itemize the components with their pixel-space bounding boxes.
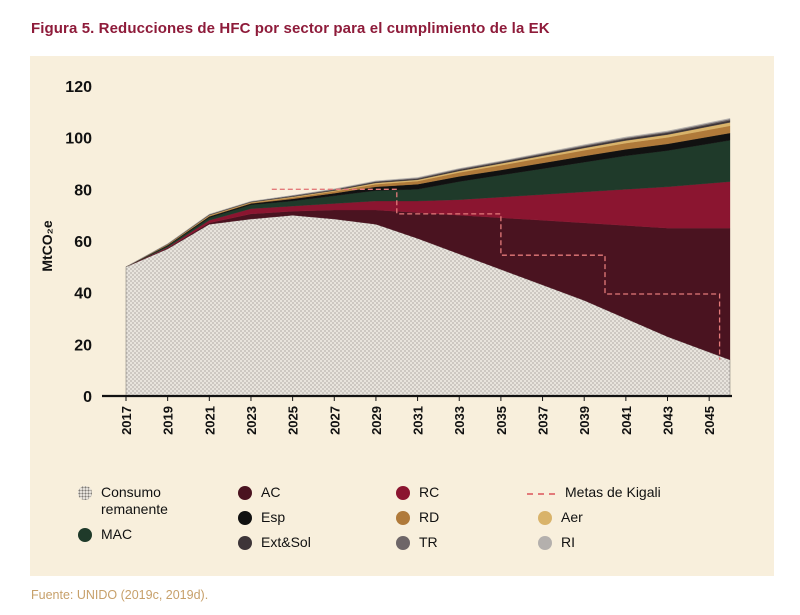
kigali-targets-line (271, 188, 721, 360)
legend-item-ri: RI (538, 534, 575, 551)
legend-swatch (78, 486, 92, 500)
legend-item-aer: Aer (538, 509, 583, 526)
x-tick-label: 2037 (536, 406, 551, 435)
y-axis-label: MtCO₂e (39, 220, 55, 272)
legend-label: RD (419, 509, 440, 525)
area-ri (125, 118, 731, 267)
y-tick-label: 80 (74, 182, 92, 199)
y-tick-label: 100 (65, 131, 92, 148)
legend-swatch (238, 486, 252, 500)
y-tick-label: 40 (74, 286, 92, 303)
legend-swatch (396, 536, 410, 550)
x-tick-label: 2021 (202, 406, 217, 435)
legend-item-tr: TR (396, 534, 438, 551)
legend-label: MAC (101, 526, 133, 542)
x-tick-label: 2025 (286, 406, 301, 435)
legend-swatch (238, 536, 252, 550)
x-tick-label: 2029 (369, 406, 384, 435)
axes: 0 20 40 60 80 100 120 2017 2019 2021 2023 2025 2027 2… (39, 79, 732, 435)
legend-label: TR (419, 534, 438, 550)
chart-svg: 0 20 40 60 80 100 120 2017 2019 2021 2023 2025 2027 2… (39, 79, 732, 435)
legend-swatch (527, 493, 555, 495)
legend-item-ext-sol: Ext&Sol (238, 534, 311, 551)
legend-swatch (538, 511, 552, 525)
x-tick-label: 2023 (244, 406, 259, 435)
legend-label: AC (261, 484, 281, 500)
kigali-targets-layer (271, 188, 721, 360)
legend-item-rc: RC (396, 484, 439, 501)
legend-item-metas-de-kigali: Metas de Kigali (527, 484, 661, 501)
legend-label: Consumo remanente (101, 484, 168, 517)
x-tick-label: 2039 (577, 406, 592, 435)
stacked-areas (125, 118, 731, 397)
legend-swatch (238, 511, 252, 525)
legend-swatch (78, 528, 92, 542)
figure-title: Figura 5. Reducciones de HFC por sector … (31, 20, 550, 37)
legend-item-ac: AC (238, 484, 280, 501)
legend-label: Esp (261, 509, 286, 525)
x-tick-label: 2043 (661, 406, 676, 435)
legend-swatch (396, 486, 410, 500)
x-tick-label: 2035 (494, 406, 509, 435)
x-tick-label: 2033 (452, 406, 467, 435)
chart-panel: 0 20 40 60 80 100 120 2017 2019 2021 2023 2025 2027 2… (30, 56, 774, 576)
x-tick-label: 2017 (119, 406, 134, 435)
source-note: Fuente: UNIDO (2019c, 2019d). (31, 588, 209, 602)
y-tick-label: 0 (83, 389, 92, 406)
x-tick-label: 2031 (411, 406, 426, 435)
legend-label: Aer (561, 509, 583, 525)
legend-swatch (538, 536, 552, 550)
legend-label: RC (419, 484, 440, 500)
y-tick-label: 60 (74, 234, 92, 251)
legend-item-esp: Esp (238, 509, 285, 526)
legend-item-rd: RD (396, 509, 439, 526)
legend-label: Metas de Kigali (565, 484, 661, 500)
x-tick-label: 2027 (327, 406, 342, 435)
legend-label: RI (561, 534, 575, 550)
y-tick-label: 120 (65, 79, 92, 96)
x-tick-label: 2041 (619, 406, 634, 435)
legend-label: Ext&Sol (261, 534, 311, 550)
x-tick-label: 2045 (702, 406, 717, 435)
legend-swatch (396, 511, 410, 525)
y-tick-label: 20 (74, 337, 92, 354)
legend-item-consumo-remanente: Consumo remanente (78, 484, 191, 518)
x-tick-label: 2019 (161, 406, 176, 435)
legend-item-mac: MAC (78, 526, 132, 543)
